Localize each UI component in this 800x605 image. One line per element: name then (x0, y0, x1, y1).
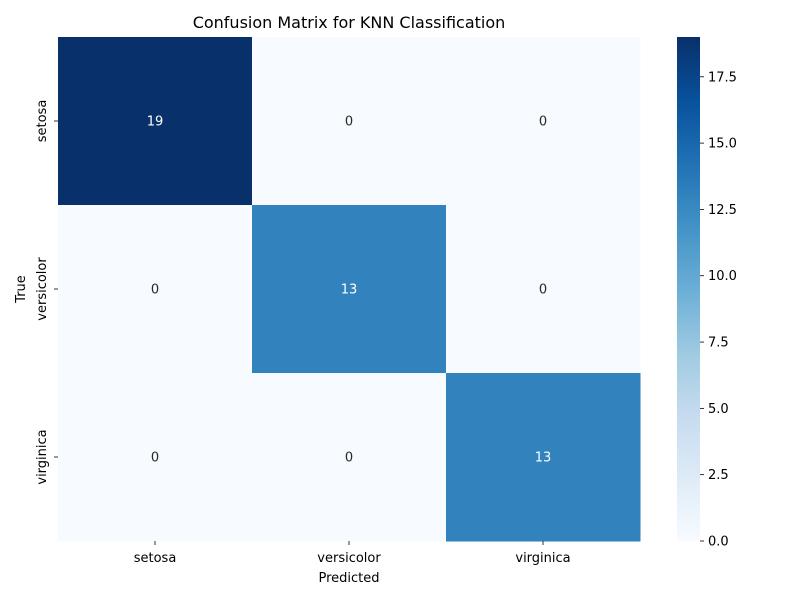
cell-value-label: 0 (539, 115, 547, 130)
colorbar-ticks: 0.0 2.5 5.0 7.5 10.0 12.5 15.0 17.5 (700, 70, 737, 550)
cell-value-label: 0 (539, 283, 547, 298)
cell-value-label: 0 (345, 451, 353, 466)
cell-value-label: 0 (345, 115, 353, 130)
heatmap-cells: 19 0 0 0 13 0 0 0 13 (58, 37, 641, 542)
heatmap-cell (58, 37, 253, 206)
y-axis-ticks: setosa versicolor virginica (35, 100, 58, 485)
heatmap-cell (446, 373, 641, 542)
heatmap-cell (252, 373, 447, 542)
x-axis-label: Predicted (318, 571, 379, 586)
y-tick-label: versicolor (35, 257, 50, 321)
heatmap-cell (58, 205, 253, 374)
x-tick-label: virginica (515, 551, 570, 566)
colorbar-tick-label: 2.5 (708, 468, 729, 483)
cell-value-label: 13 (341, 283, 358, 298)
x-tick-label: setosa (134, 551, 177, 566)
chart-title: Confusion Matrix for KNN Classification (193, 13, 506, 32)
cell-value-label: 0 (151, 451, 159, 466)
heatmap-cell (252, 205, 447, 374)
cell-value-label: 19 (147, 115, 164, 130)
colorbar-tick-label: 15.0 (708, 137, 737, 152)
colorbar-tick-label: 7.5 (708, 336, 729, 351)
x-axis-ticks: setosa versicolor virginica (134, 541, 571, 566)
y-axis-label: True (14, 275, 29, 304)
cell-value-label: 0 (151, 283, 159, 298)
heatmap-cell (446, 37, 641, 206)
colorbar-tick-label: 5.0 (708, 402, 729, 417)
y-tick-label: setosa (35, 100, 50, 143)
heatmap-cell (252, 37, 447, 206)
colorbar-tick-label: 17.5 (708, 70, 737, 85)
colorbar-tick-label: 10.0 (708, 269, 737, 284)
y-tick-label: virginica (35, 429, 50, 484)
colorbar-tick-label: 0.0 (708, 535, 729, 550)
heatmap-cell (446, 205, 641, 374)
colorbar (677, 37, 700, 541)
colorbar-tick-label: 12.5 (708, 203, 737, 218)
heatmap-cell (58, 373, 253, 542)
x-tick-label: versicolor (317, 551, 381, 566)
cell-value-label: 13 (535, 451, 552, 466)
